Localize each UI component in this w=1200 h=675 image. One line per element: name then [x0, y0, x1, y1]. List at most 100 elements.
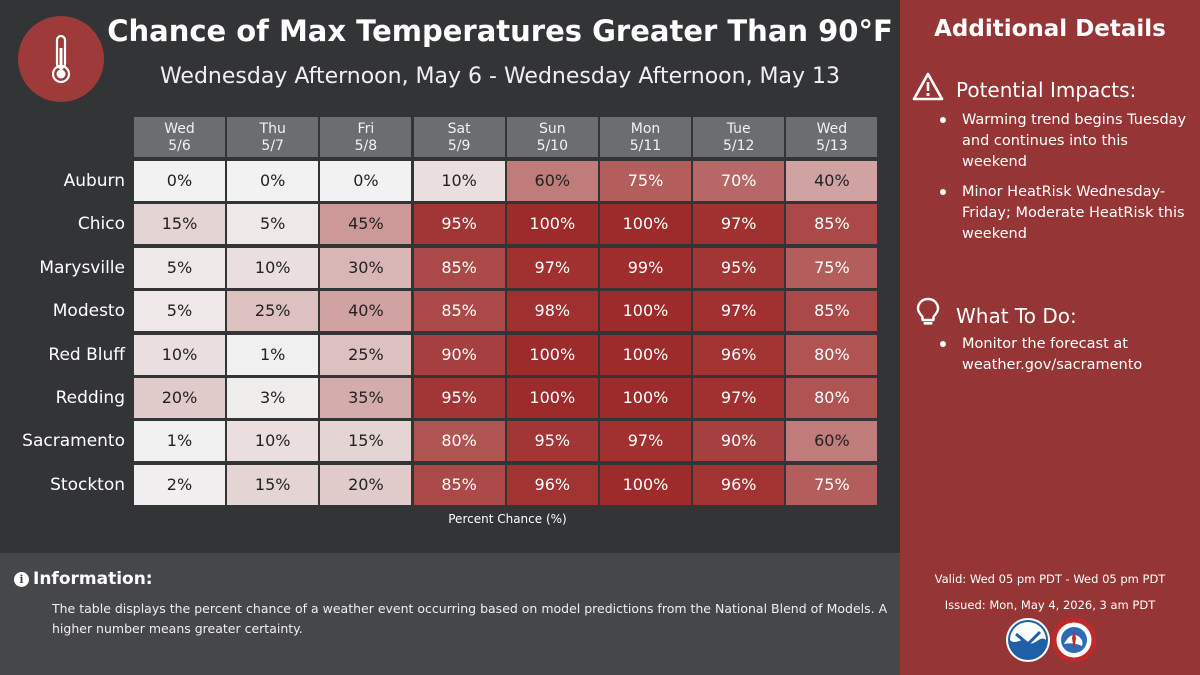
info-icon: i — [14, 572, 29, 587]
table-cell: 60% — [786, 421, 878, 462]
column-header: Wed 5/13 — [786, 117, 878, 157]
table-cell: 1% — [134, 421, 225, 462]
table-cell: 100% — [506, 204, 598, 245]
column-header: Thu 5/7 — [227, 117, 319, 157]
table-cell: 0% — [320, 161, 412, 201]
todo-list: Monitor the forecast at weather.gov/sacr… — [940, 334, 1194, 385]
table-cell: 60% — [506, 161, 598, 201]
table-cell: 95% — [413, 204, 505, 245]
table-cell: 20% — [320, 464, 412, 505]
table-cell: 96% — [693, 334, 785, 375]
table-cell: 15% — [134, 204, 225, 245]
probability-table: Wed 5/6 Thu 5/7 Fri 5/8 Sat 5/9 Sun 5/10 Mon 5/11 Tu… — [0, 117, 900, 505]
info-text: The table displays the percent chance of… — [52, 601, 888, 636]
table-cell: 5% — [134, 291, 225, 332]
table-cell: 85% — [413, 291, 505, 332]
column-date: 5/8 — [354, 138, 378, 154]
column-day: Thu — [259, 121, 286, 137]
column-date: 5/10 — [536, 138, 569, 154]
table-cell: 100% — [600, 464, 691, 505]
warning-icon — [912, 72, 944, 101]
table-cell: 25% — [320, 334, 412, 375]
table-cell: 97% — [693, 291, 785, 332]
noaa-logo — [1006, 618, 1050, 662]
details-sidebar: Additional Details Potential Impacts: Wa… — [900, 0, 1200, 675]
column-header: Tue 5/12 — [693, 117, 785, 157]
table-cell: 10% — [227, 247, 319, 288]
table-cell: 95% — [693, 247, 785, 288]
lightbulb-icon — [916, 297, 940, 325]
table-cell: 80% — [786, 334, 878, 375]
table-cell: 3% — [227, 378, 319, 418]
table-cell: 97% — [693, 204, 785, 245]
table-cell: 40% — [320, 291, 412, 332]
column-header: Mon 5/11 — [600, 117, 691, 157]
column-day: Mon — [630, 121, 661, 137]
table-cell: 80% — [786, 378, 878, 418]
column-day: Sun — [538, 121, 566, 137]
table-cell: 100% — [600, 291, 691, 332]
list-item: Warming trend begins Tuesday and continu… — [940, 110, 1194, 173]
table-cell: 85% — [786, 291, 878, 332]
table-cell: 0% — [227, 161, 319, 201]
table-cell: 90% — [693, 421, 785, 462]
chart-subtitle: Wednesday Afternoon, May 6 - Wednesday A… — [159, 64, 841, 89]
table-cell: 10% — [227, 421, 319, 462]
table-cell: 40% — [786, 161, 878, 201]
row-label: Auburn — [63, 171, 125, 191]
todo-heading-label: What To Do: — [956, 304, 1077, 328]
table-cell: 10% — [413, 161, 505, 201]
column-day: Fri — [357, 121, 375, 137]
table-cell: 85% — [413, 247, 505, 288]
table-cell: 85% — [786, 204, 878, 245]
table-cell: 0% — [134, 161, 225, 201]
x-axis-label: Percent Chance (%) — [448, 512, 567, 526]
table-cell: 75% — [786, 247, 878, 288]
info-heading: i Information: — [14, 569, 153, 589]
information-panel: i Information: The table displays the per… — [0, 553, 900, 675]
list-item: Monitor the forecast at weather.gov/sacr… — [940, 334, 1194, 376]
table-cell: 97% — [506, 247, 598, 288]
column-header: Wed 5/6 — [134, 117, 225, 157]
table-cell: 100% — [600, 378, 691, 418]
table-cell: 100% — [600, 204, 691, 245]
row-label: Modesto — [52, 301, 125, 322]
table-cell: 10% — [134, 334, 225, 375]
table-cell: 2% — [134, 464, 225, 505]
column-date: 5/7 — [261, 138, 284, 154]
row-label: Marysville — [39, 257, 125, 278]
chart-title: Chance of Max Temperatures Greater Than … — [107, 14, 893, 48]
column-date: 5/6 — [168, 138, 191, 154]
column-day: Tue — [726, 121, 751, 137]
table-cell: 99% — [600, 247, 691, 288]
impacts-list: Warming trend begins Tuesday and continu… — [940, 110, 1194, 254]
table-cell: 97% — [600, 421, 691, 462]
sidebar-title: Additional Details — [934, 16, 1166, 42]
column-date: 5/12 — [722, 138, 755, 154]
column-day: Wed — [816, 121, 848, 137]
row-label: Chico — [77, 214, 125, 235]
table-cell: 80% — [413, 421, 505, 462]
table-cell: 30% — [320, 247, 412, 288]
column-date: 5/9 — [447, 138, 471, 154]
table-cell: 15% — [227, 464, 319, 505]
table-cell: 98% — [506, 291, 598, 332]
issued-time: Issued: Mon, May 4, 2026, 3 am PDT — [944, 598, 1156, 612]
table-cell: 96% — [506, 464, 598, 505]
info-heading-label: Information: — [33, 569, 153, 589]
row-label: Redding — [55, 388, 125, 408]
column-header: Sat 5/9 — [413, 117, 505, 157]
valid-time: Valid: Wed 05 pm PDT - Wed 05 pm PDT — [934, 572, 1166, 586]
table-cell: 100% — [506, 334, 598, 375]
column-header: Sun 5/10 — [506, 117, 598, 157]
table-cell: 5% — [227, 204, 319, 245]
table-cell: 97% — [693, 378, 785, 418]
table-cell: 45% — [320, 204, 412, 245]
row-label: Sacramento — [22, 431, 125, 452]
column-date: 5/13 — [816, 138, 848, 154]
column-day: Wed — [164, 121, 195, 137]
row-label: Stockton — [50, 474, 125, 495]
main-panel: Chance of Max Temperatures Greater Than … — [0, 14, 900, 526]
impacts-heading: Potential Impacts: — [912, 72, 1136, 102]
agency-logos — [1006, 617, 1097, 664]
